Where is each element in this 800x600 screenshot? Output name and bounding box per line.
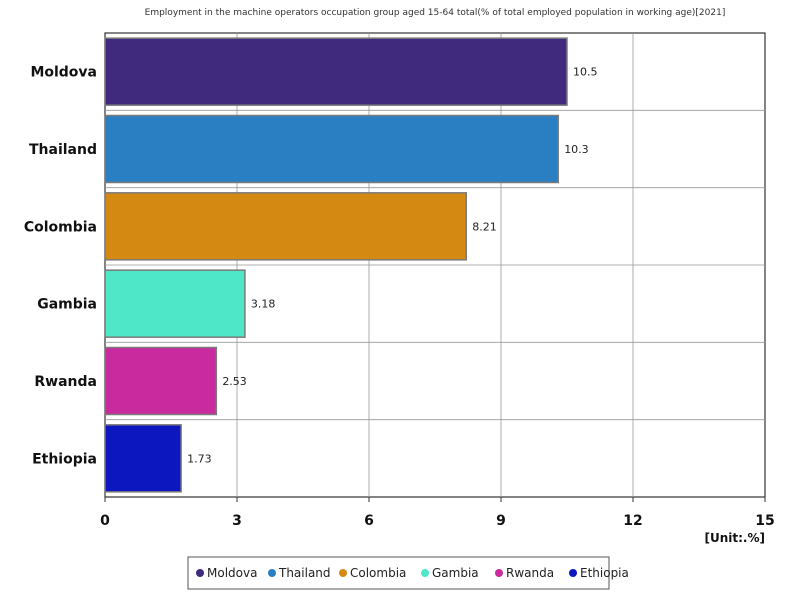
legend-label-rwanda: Rwanda bbox=[506, 566, 554, 580]
category-label-rwanda: Rwanda bbox=[34, 374, 97, 390]
unit-label: [Unit:.%] bbox=[705, 531, 766, 545]
bar-colombia bbox=[104, 192, 467, 261]
legend-marker-ethiopia bbox=[569, 569, 577, 577]
legend-marker-moldova bbox=[196, 569, 204, 577]
grid-lines bbox=[105, 33, 765, 497]
legend-box bbox=[187, 556, 610, 590]
x-tick-label: 6 bbox=[364, 513, 374, 529]
chart-title: Employment in the machine operators occu… bbox=[145, 8, 726, 18]
legend-label-ethiopia: Ethiopia bbox=[580, 566, 629, 580]
bar-gambia bbox=[104, 269, 246, 338]
legend-label-colombia: Colombia bbox=[350, 566, 406, 580]
x-tick-label: 15 bbox=[755, 513, 774, 529]
legend: Moldova Thailand Colombia Gambia Rwanda Ethio… bbox=[187, 556, 629, 590]
legend-label-moldova: Moldova bbox=[207, 566, 257, 580]
value-label-gambia: 3.18 bbox=[251, 298, 275, 311]
bar-moldova bbox=[104, 37, 568, 106]
x-tick-label: 9 bbox=[496, 513, 506, 529]
legend-marker-rwanda bbox=[495, 569, 503, 577]
legend-marker-gambia bbox=[421, 569, 429, 577]
value-label-thailand: 10.3 bbox=[564, 143, 589, 156]
bar-thailand bbox=[104, 114, 559, 184]
bar-ethiopia bbox=[104, 424, 182, 493]
value-label-colombia: 8.21 bbox=[472, 220, 497, 233]
category-label-gambia: Gambia bbox=[37, 297, 97, 313]
x-axis: 0 3 6 9 12 15 bbox=[100, 497, 775, 529]
value-label-moldova: 10.5 bbox=[573, 66, 598, 79]
bar-rwanda bbox=[104, 346, 218, 416]
category-label-ethiopia: Ethiopia bbox=[32, 451, 97, 467]
x-tick-label: 0 bbox=[100, 513, 110, 529]
x-tick-label: 12 bbox=[623, 513, 642, 529]
value-label-ethiopia: 1.73 bbox=[187, 452, 212, 465]
category-label-moldova: Moldova bbox=[30, 65, 97, 81]
category-label-thailand: Thailand bbox=[29, 142, 97, 158]
legend-marker-colombia bbox=[339, 569, 347, 577]
category-label-colombia: Colombia bbox=[24, 219, 97, 235]
bars: 10.5 Moldova 10.3 Thailand 8.21 Colombia 3.18 G… bbox=[24, 37, 598, 493]
legend-marker-thailand bbox=[268, 569, 276, 577]
legend-label-gambia: Gambia bbox=[432, 566, 479, 580]
value-label-rwanda: 2.53 bbox=[222, 375, 247, 388]
legend-label-thailand: Thailand bbox=[278, 566, 331, 580]
x-tick-label: 3 bbox=[232, 513, 242, 529]
